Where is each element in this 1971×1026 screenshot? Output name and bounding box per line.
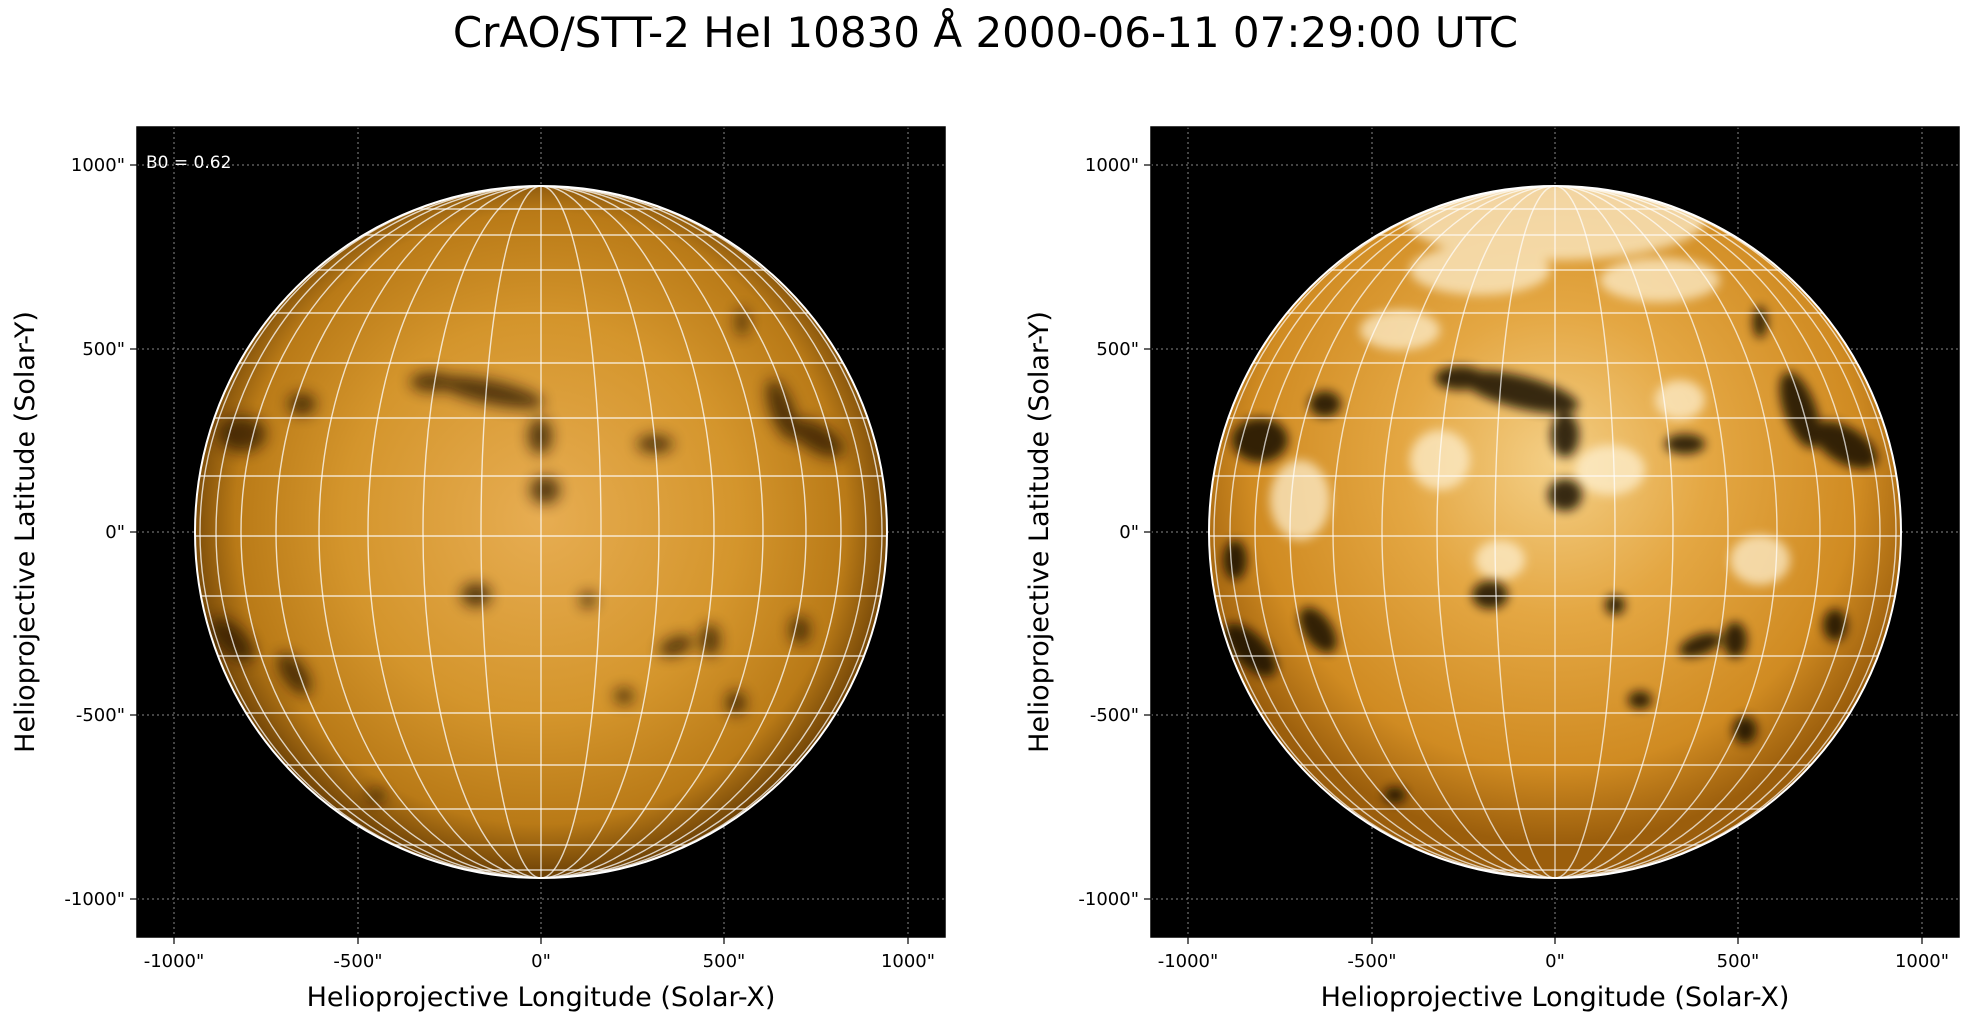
left-ytick-label: 500" <box>82 339 125 360</box>
right-xtick-label: -500" <box>1347 951 1396 972</box>
right-xtick-label: 0" <box>1545 951 1565 972</box>
left-xtick-label: 500" <box>703 951 746 972</box>
left-limb <box>194 185 888 879</box>
left-ytick-label: -500" <box>76 705 125 726</box>
left-b0-annotation: B0 = 0.62 <box>146 153 231 173</box>
right-xtick-label: 500" <box>1717 951 1760 972</box>
left-dark-features <box>209 308 844 803</box>
left-xtick-label: 0" <box>531 951 551 972</box>
right-xtick-label: 1000" <box>1895 951 1949 972</box>
right-ytick-label: 0" <box>1119 522 1139 543</box>
right-ytick-label: 1000" <box>1085 155 1139 176</box>
right-ytick-label: 500" <box>1096 339 1139 360</box>
right-ytick-label: -500" <box>1090 705 1139 726</box>
left-x-axis-label: Helioprojective Longitude (Solar-X) <box>307 982 776 1013</box>
right-y-axis-label: Helioprojective Latitude (Solar-Y) <box>1024 311 1055 753</box>
left-tick-marks <box>130 164 909 944</box>
right-xtick-label: -1000" <box>1158 951 1219 972</box>
left-ytick-label: 1000" <box>71 155 125 176</box>
right-x-axis-label: Helioprojective Longitude (Solar-X) <box>1321 982 1790 1013</box>
left-ytick-label: 0" <box>105 522 125 543</box>
right-heliographic-grid <box>1209 186 1901 878</box>
left-xtick-label: -500" <box>333 951 382 972</box>
right-tick-marks <box>1144 164 1923 944</box>
left-y-axis-label: Helioprojective Latitude (Solar-Y) <box>10 311 41 753</box>
left-xtick-label: -1000" <box>144 951 205 972</box>
figure-title: CrAO/STT-2 HeI 10830 Å 2000-06-11 07:29:… <box>452 8 1519 57</box>
left-ytick-label: -1000" <box>64 889 125 910</box>
left-xtick-label: 1000" <box>881 951 935 972</box>
right-panel: -1000" -500" 0" 500" 1000" 1000" 500" 0"… <box>1024 126 1960 1013</box>
right-ytick-label: -1000" <box>1078 889 1139 910</box>
right-limb <box>1208 185 1902 879</box>
left-panel: B0 = 0.62 -1000" -500" 0" 500" 1000" 100… <box>10 126 946 1013</box>
